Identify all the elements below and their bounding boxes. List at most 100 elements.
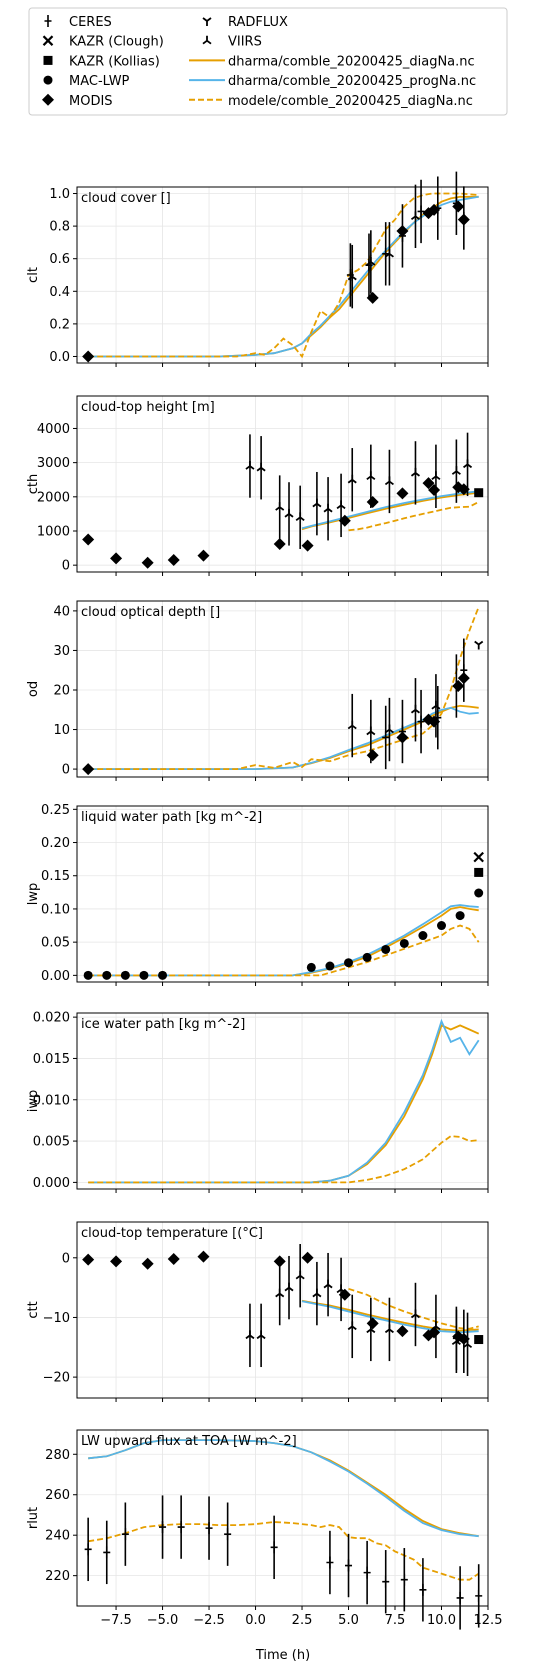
data-point bbox=[336, 500, 346, 510]
y-tick-label: 0.005 bbox=[33, 1135, 70, 1150]
data-point bbox=[366, 1317, 379, 1330]
data-point bbox=[158, 970, 168, 980]
y-tick-label: 30 bbox=[53, 644, 70, 659]
series-line bbox=[88, 906, 479, 977]
data-point bbox=[419, 1583, 427, 1596]
y-tick-label: 20 bbox=[53, 683, 70, 698]
y-tick-label: −20 bbox=[43, 1371, 70, 1386]
data-point bbox=[437, 921, 447, 931]
y-tick-label: 280 bbox=[45, 1448, 70, 1463]
y-tick-label: 0.00 bbox=[41, 969, 70, 984]
data-point bbox=[301, 1251, 314, 1264]
data-point bbox=[366, 726, 376, 736]
data-point bbox=[347, 1321, 357, 1331]
data-point bbox=[167, 554, 180, 567]
series-line bbox=[301, 1300, 479, 1334]
data-point bbox=[197, 1250, 210, 1263]
y-tick-label: 40 bbox=[53, 604, 70, 619]
panel-title: cloud cover [] bbox=[81, 191, 171, 206]
data-point bbox=[344, 958, 354, 968]
data-point bbox=[121, 1528, 129, 1541]
data-point bbox=[323, 1279, 333, 1289]
data-point bbox=[346, 269, 354, 281]
y-axis-label: lwp bbox=[26, 883, 41, 906]
data-point bbox=[474, 488, 484, 498]
y-tick-label: 0.010 bbox=[33, 1093, 70, 1108]
panel-title: cloud-top height [m] bbox=[81, 400, 215, 415]
series-line bbox=[88, 1024, 480, 1184]
data-point bbox=[410, 467, 421, 477]
data-point bbox=[384, 476, 394, 486]
y-tick-label: 0.000 bbox=[33, 1176, 70, 1191]
data-point bbox=[460, 211, 468, 224]
series-line bbox=[301, 1299, 479, 1332]
data-point bbox=[381, 944, 391, 954]
panel: −7.5 −5.0 −2.5 0.0 2.5 5.0 7.5 10.0 12.5 220 240 26… bbox=[26, 1429, 503, 1630]
series-line bbox=[88, 606, 480, 770]
y-tick-label: 10 bbox=[53, 723, 70, 738]
data-point bbox=[417, 205, 425, 218]
data-point bbox=[224, 1528, 232, 1541]
y-axis-label: od bbox=[26, 681, 41, 697]
legend-label: dharma/comble_20200425_progNa.nc bbox=[228, 74, 476, 89]
y-tick-label: 0.10 bbox=[41, 902, 70, 917]
legend-label: modele/comble_20200425_diagNa.nc bbox=[228, 94, 473, 109]
y-tick-label: 0.0 bbox=[49, 350, 70, 365]
data-point bbox=[141, 556, 154, 569]
panel-title: cloud optical depth [] bbox=[81, 605, 220, 620]
data-point bbox=[452, 1332, 460, 1345]
x-tick-label: −2.5 bbox=[193, 1613, 225, 1628]
panel: 0.0 0.2 0.4 0.6 0.8 1.0 cloud cover [] clt bbox=[26, 171, 489, 367]
data-point bbox=[336, 1284, 346, 1294]
y-tick-label: 260 bbox=[45, 1488, 70, 1503]
y-tick-label: 0.015 bbox=[33, 1052, 70, 1067]
series-line bbox=[88, 706, 479, 770]
data-point bbox=[139, 970, 149, 980]
y-tick-label: 0.2 bbox=[49, 317, 70, 332]
data-point bbox=[284, 1282, 294, 1292]
x-tick-label: 12.5 bbox=[474, 1613, 503, 1628]
y-tick-label: 0.05 bbox=[41, 936, 70, 951]
data-point bbox=[452, 680, 460, 693]
axes-frame bbox=[76, 805, 489, 983]
axes-frame bbox=[76, 1429, 489, 1607]
data-point bbox=[410, 1309, 421, 1319]
legend-entry: CERES bbox=[44, 15, 112, 30]
data-point bbox=[400, 1573, 408, 1586]
data-point bbox=[384, 1324, 394, 1334]
x-tick-label: 5.0 bbox=[338, 1613, 359, 1628]
data-point bbox=[452, 197, 460, 210]
legend-label: CERES bbox=[69, 15, 112, 30]
data-point bbox=[428, 483, 441, 496]
series-line bbox=[88, 924, 480, 977]
series-line bbox=[88, 1135, 479, 1184]
data-point bbox=[434, 202, 442, 215]
legend-label: VIIRS bbox=[228, 35, 262, 50]
y-tick-label: 1000 bbox=[37, 524, 70, 539]
legend-entry: KAZR (Clough) bbox=[42, 35, 164, 50]
y-tick-label: 0.020 bbox=[33, 1011, 70, 1026]
legend-entry: RADFLUX bbox=[202, 15, 288, 30]
data-point bbox=[398, 725, 406, 738]
series-line bbox=[88, 1018, 480, 1184]
data-point bbox=[366, 1324, 376, 1334]
legend-label: MODIS bbox=[69, 94, 113, 109]
panel-title: ice water path [kg m^-2] bbox=[81, 1017, 245, 1032]
y-axis-label: clt bbox=[26, 267, 41, 283]
data-point bbox=[273, 1255, 286, 1268]
data-point bbox=[422, 477, 435, 490]
data-point bbox=[431, 1321, 441, 1331]
y-tick-label: 4000 bbox=[37, 422, 70, 437]
y-tick-label: 240 bbox=[45, 1529, 70, 1544]
panel: 0 1000 2000 3000 4000 cloud-top height [m] cth bbox=[26, 395, 489, 576]
data-point bbox=[451, 466, 461, 475]
legend-marker bbox=[202, 35, 212, 45]
legend-label: KAZR (Clough) bbox=[69, 35, 164, 50]
legend-marker bbox=[43, 75, 53, 85]
data-point bbox=[363, 1566, 371, 1579]
data-point bbox=[256, 462, 266, 472]
data-point bbox=[284, 508, 294, 518]
panel: 0.000 0.005 0.010 0.015 0.020 ice water path … bbox=[26, 1011, 489, 1193]
data-point bbox=[82, 1253, 95, 1266]
